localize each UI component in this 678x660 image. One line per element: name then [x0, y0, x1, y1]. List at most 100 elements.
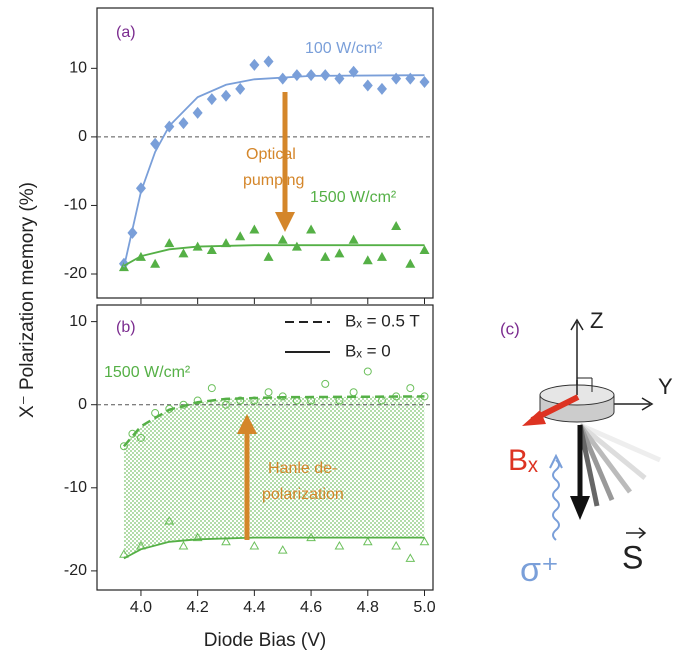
- point: [249, 224, 260, 234]
- annotation: (b): [116, 319, 136, 336]
- y-axis-label: X⁻ Polarization memory (%): [17, 182, 38, 418]
- z-arrowhead: [570, 318, 584, 331]
- s-vector-arrow: [626, 527, 647, 539]
- point: [222, 400, 231, 409]
- y-tick-label: 10: [69, 60, 87, 77]
- point: [306, 224, 317, 234]
- point: [164, 238, 175, 248]
- point: [376, 82, 387, 95]
- annotation: pumping: [243, 172, 304, 189]
- annotation: 100 W/cm²: [305, 40, 383, 57]
- point: [206, 245, 217, 255]
- point: [291, 69, 302, 82]
- spin-ghost: [577, 424, 615, 501]
- point: [207, 384, 216, 393]
- light-arrowhead: [549, 453, 563, 469]
- point: [391, 540, 402, 550]
- light-wave: [552, 459, 560, 541]
- annotation-arrowhead: [275, 212, 295, 232]
- point: [320, 251, 331, 261]
- y-arrowhead: [641, 397, 654, 411]
- point: [119, 442, 128, 451]
- point: [192, 106, 203, 119]
- b-arrowhead: [522, 410, 546, 426]
- point: [321, 379, 330, 388]
- y-tick-label: -10: [64, 197, 87, 214]
- plot-frame: [96, 304, 434, 591]
- y-tick-label: -20: [64, 562, 87, 579]
- y-tick-label: -10: [64, 479, 87, 496]
- x-axis-label: Diode Bias (V): [204, 630, 327, 651]
- spin-fan: [577, 422, 662, 507]
- point: [119, 549, 129, 558]
- plot-frame: [96, 7, 434, 299]
- point: [419, 76, 430, 89]
- z-label: Z: [590, 308, 603, 333]
- point: [334, 248, 345, 258]
- point: [406, 384, 415, 393]
- legend-label: Bₓ = 0: [345, 341, 391, 360]
- point: [235, 82, 246, 95]
- point: [221, 536, 231, 546]
- spin-ghost: [578, 422, 662, 463]
- point: [178, 117, 189, 130]
- point: [136, 433, 145, 442]
- point: [151, 409, 160, 418]
- annotation: 1500 W/cm²: [310, 189, 397, 206]
- point: [362, 255, 373, 265]
- point: [249, 58, 260, 71]
- point: [405, 258, 416, 268]
- y-label: Y: [658, 374, 673, 399]
- point: [150, 258, 161, 268]
- point: [277, 545, 288, 554]
- point: [349, 388, 358, 397]
- spin-ghost: [578, 423, 647, 480]
- annotation-arrowhead: [237, 414, 257, 434]
- s-label: S: [622, 539, 643, 575]
- point: [334, 540, 345, 550]
- point: [249, 540, 260, 550]
- fit-line: [122, 395, 425, 448]
- point: [221, 89, 232, 102]
- point: [277, 234, 288, 244]
- point: [277, 72, 288, 85]
- point: [221, 238, 232, 248]
- point: [178, 540, 189, 550]
- point: [264, 388, 273, 397]
- annotation: 1500 W/cm²: [104, 364, 191, 381]
- legend-label: Bₓ = 0.5 T: [345, 311, 420, 330]
- point: [334, 72, 345, 85]
- x-tick-label: 4.6: [300, 599, 322, 616]
- x-tick-label: 4.8: [357, 599, 379, 616]
- point: [362, 536, 373, 546]
- point: [348, 234, 359, 244]
- point: [405, 553, 416, 562]
- point: [419, 536, 430, 546]
- point: [391, 221, 402, 231]
- point: [206, 93, 217, 106]
- sigma-label: σ⁺: [520, 551, 559, 589]
- panel-label: (c): [500, 319, 520, 338]
- point: [235, 231, 246, 241]
- point: [391, 72, 402, 85]
- point: [164, 516, 175, 525]
- y-tick-label: 0: [78, 396, 87, 413]
- spin-ghost: [577, 424, 600, 507]
- annotation: Hanle de-: [268, 460, 337, 477]
- spin-arrowhead: [570, 496, 590, 520]
- diagram: (c) Z Y Bₓ σ⁺ S: [500, 308, 673, 589]
- point: [376, 251, 387, 261]
- fit-line: [123, 74, 425, 268]
- spin-ghost: [577, 423, 633, 494]
- point: [263, 251, 274, 261]
- point: [362, 79, 373, 92]
- x-tick-label: 4.2: [187, 599, 209, 616]
- fit-line: [123, 244, 425, 267]
- annotation: Optical: [246, 146, 296, 163]
- panel: -20 -10 0 10 (a) 100 W/cm² Optical pumping 1500 …: [17, 7, 434, 418]
- annotation: (a): [116, 24, 136, 41]
- point: [419, 245, 430, 255]
- shaded-region: [123, 396, 425, 559]
- b-label: Bₓ: [508, 444, 538, 477]
